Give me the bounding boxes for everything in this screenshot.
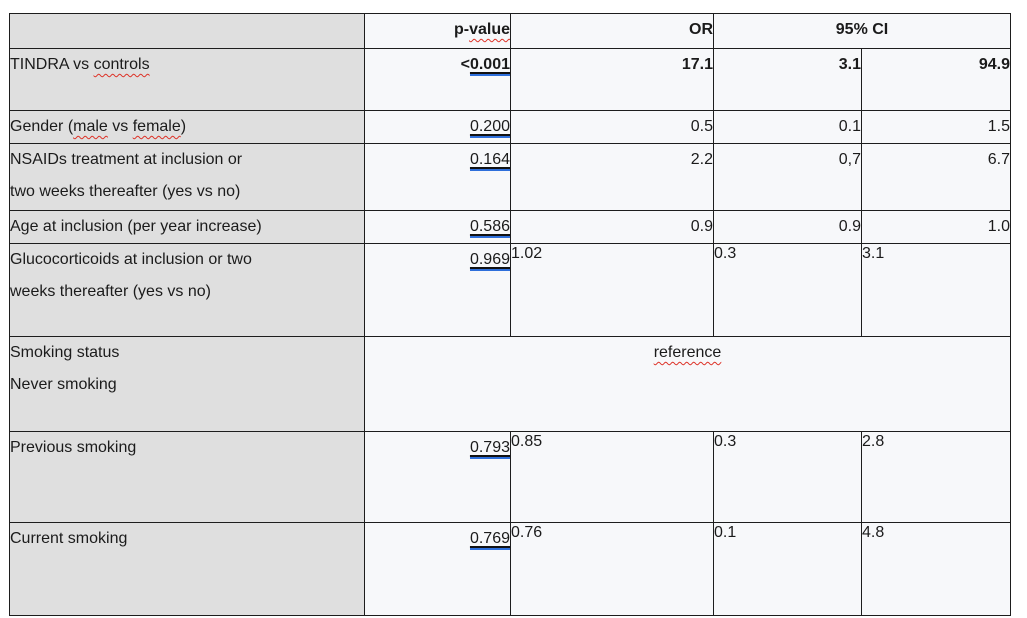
p-value-current-smoking: 0.769 [364,522,511,616]
header-cell-ci: 95% CI [713,13,1011,49]
spellcheck-squiggle: controls [93,56,150,73]
ci-low-gender: 0.1 [713,110,862,144]
ci-high-gender: 1.5 [861,110,1011,144]
spellcheck-squiggle: female [132,118,181,135]
label-smoking-status: Smoking status Never smoking [9,336,365,432]
or-current-smoking: 0.76 [510,522,714,616]
ci-high-nsaids: 6.7 [861,143,1011,211]
spellcheck-squiggle: value [469,21,510,38]
label-glucocorticoids: Glucocorticoids at inclusion or two weeks… [9,243,365,337]
row-glucocorticoids: Glucocorticoids at inclusion or two weeks… [9,243,1011,337]
ci-high-previous-smoking: 2.8 [861,431,1011,523]
reference-cell: reference [364,336,1011,432]
row-smoking-status: Smoking status Never smoking reference [9,336,1011,432]
ci-low-age: 0.9 [713,210,862,244]
spellcheck-squiggle: reference [653,344,722,361]
label-previous-smoking: Previous smoking [9,431,365,523]
row-previous-smoking: Previous smoking 0.793 0.85 0.3 2.8 [9,431,1011,523]
p-value-glucocorticoids: 0.969 [364,243,511,337]
row-current-smoking: Current smoking 0.769 0.76 0.1 4.8 [9,522,1011,616]
or-gender: 0.5 [510,110,714,144]
grammar-underline: 0.769 [469,530,510,550]
ci-low-nsaids: 0,7 [713,143,862,211]
or-nsaids: 2.2 [510,143,714,211]
ci-low-previous-smoking: 0.3 [713,431,862,523]
p-value-age: 0.586 [364,210,511,244]
ci-high-glucocorticoids: 3.1 [861,243,1011,337]
p-value-tindra: <0.001 [364,48,511,111]
p-value-gender: 0.200 [364,110,511,144]
row-age: Age at inclusion (per year increase) 0.5… [9,210,1011,244]
label-nsaids: NSAIDs treatment at inclusion or two week… [9,143,365,211]
ci-low-current-smoking: 0.1 [713,522,862,616]
grammar-underline: 0.969 [469,251,510,271]
label-age: Age at inclusion (per year increase) [9,210,365,244]
p-value-previous-smoking: 0.793 [364,431,511,523]
grammar-underline: 0.001 [469,56,510,76]
row-tindra: TINDRA vs controls <0.001 17.1 3.1 94.9 [9,48,1011,111]
label-tindra: TINDRA vs controls [9,48,365,111]
grammar-underline: 0.793 [469,439,510,459]
ci-high-tindra: 94.9 [861,48,1011,111]
or-tindra: 17.1 [510,48,714,111]
grammar-underline: 0.200 [469,118,510,138]
header-cell-empty [9,13,365,49]
row-nsaids: NSAIDs treatment at inclusion or two week… [9,143,1011,211]
ci-high-age: 1.0 [861,210,1011,244]
grammar-underline: 0.586 [469,218,510,238]
ci-low-glucocorticoids: 0.3 [713,243,862,337]
or-previous-smoking: 0.85 [510,431,714,523]
ci-low-tindra: 3.1 [713,48,862,111]
p-value-nsaids: 0.164 [364,143,511,211]
header-cell-or: OR [510,13,714,49]
label-gender: Gender (male vs female) [9,110,365,144]
header-row: p-value OR 95% CI [9,13,1011,49]
row-gender: Gender (male vs female) 0.200 0.5 0.1 1.… [9,110,1011,144]
grammar-underline: 0.164 [469,151,510,171]
odds-ratio-table: p-value OR 95% CI TINDRA vs controls <0.… [9,13,1011,616]
spellcheck-squiggle: male [73,118,108,135]
ci-high-current-smoking: 4.8 [861,522,1011,616]
label-current-smoking: Current smoking [9,522,365,616]
or-glucocorticoids: 1.02 [510,243,714,337]
header-cell-p-value: p-value [364,13,511,49]
or-age: 0.9 [510,210,714,244]
